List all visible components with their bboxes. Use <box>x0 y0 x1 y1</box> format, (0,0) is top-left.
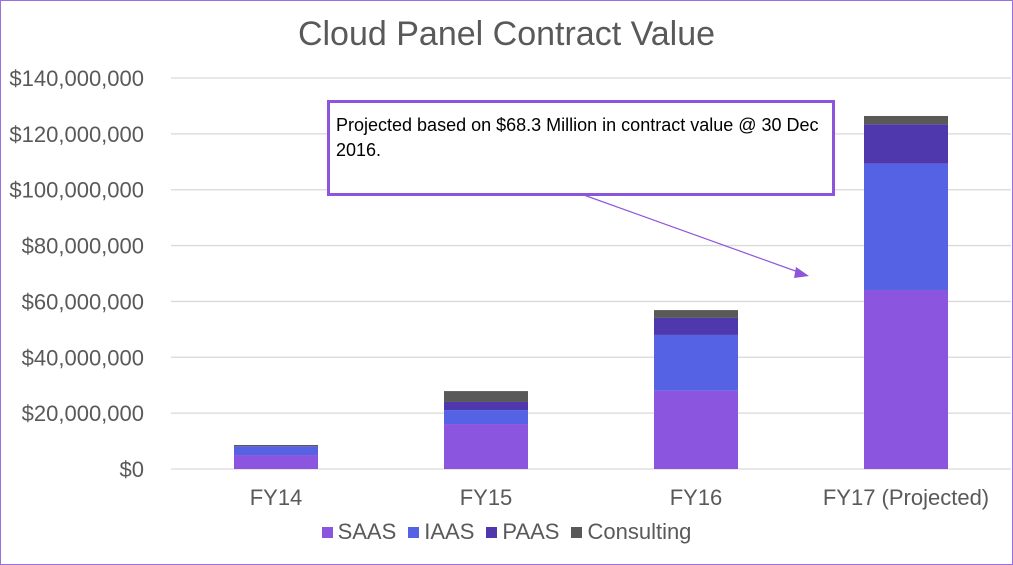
legend-item: IAAS <box>408 519 474 545</box>
legend-label: PAAS <box>502 519 560 544</box>
y-tick-label: $100,000,000 <box>9 178 144 203</box>
bar-consulting <box>864 115 948 125</box>
bar-saas <box>444 424 528 469</box>
x-tick-label: FY15 <box>460 485 513 510</box>
bar-iaas <box>444 410 528 425</box>
legend-item: SAAS <box>321 519 397 545</box>
annotation-box: Projected based on $68.3 Million in cont… <box>327 100 835 196</box>
bar-iaas <box>654 334 738 391</box>
y-tick-label: $0 <box>120 457 144 482</box>
y-tick-label: $60,000,000 <box>22 289 144 314</box>
legend-swatch <box>408 527 420 538</box>
legend-swatch <box>486 527 498 538</box>
legend: SAAS IAAS PAAS Consulting <box>1 519 1012 545</box>
chart-title: Cloud Panel Contract Value <box>297 15 716 53</box>
legend-swatch <box>571 527 583 538</box>
bar-paas <box>444 401 528 411</box>
legend-swatch <box>321 527 333 538</box>
bar-consulting <box>654 310 738 318</box>
y-tick-label: $80,000,000 <box>22 234 144 259</box>
arrow-head-icon <box>794 267 809 278</box>
bar-consulting <box>444 391 528 402</box>
bar-paas <box>654 317 738 335</box>
y-tick-label: $120,000,000 <box>9 122 144 147</box>
x-tick-label: FY14 <box>250 485 303 510</box>
bar-saas <box>864 289 948 469</box>
x-tick-label: FY17 (Projected) <box>823 485 989 510</box>
y-tick-label: $20,000,000 <box>22 401 144 426</box>
bar-paas <box>234 446 318 447</box>
bar-iaas <box>234 446 318 456</box>
x-tick-label: FY16 <box>670 485 723 510</box>
legend-label: IAAS <box>424 519 475 544</box>
bar-consulting <box>234 444 318 447</box>
annotation-arrow <box>580 193 802 274</box>
bar-saas <box>234 455 318 469</box>
legend-label: SAAS <box>337 519 397 544</box>
y-tick-label: $140,000,000 <box>9 66 144 91</box>
bar-paas <box>864 124 948 164</box>
bar-iaas <box>864 163 948 290</box>
legend-label: Consulting <box>587 519 692 544</box>
legend-item: PAAS <box>486 519 559 545</box>
y-tick-label: $40,000,000 <box>22 345 144 370</box>
legend-item: Consulting <box>571 519 691 545</box>
bar-saas <box>654 390 738 469</box>
